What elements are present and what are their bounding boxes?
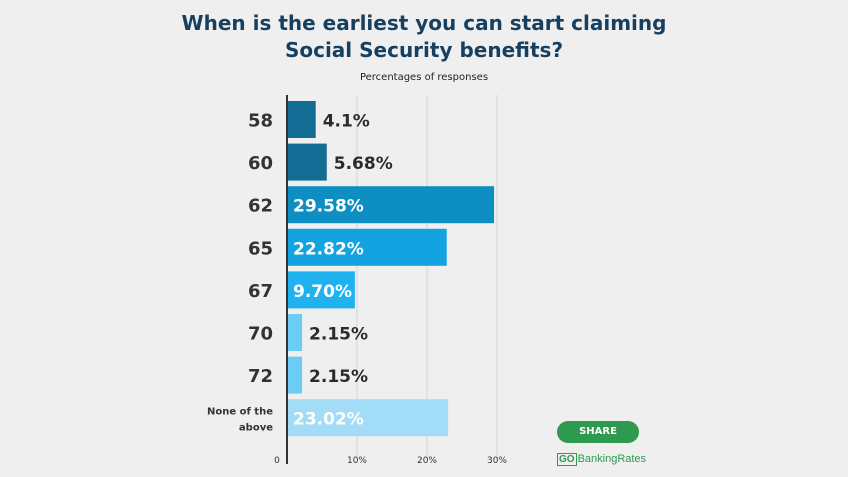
value-label-2: 29.58% (293, 197, 364, 217)
bar-3 (287, 228, 447, 266)
bar-6 (287, 356, 303, 394)
category-label-3: 65 (248, 238, 273, 259)
bar-5 (287, 314, 303, 351)
logo-banking-rates: BankingRates (577, 453, 647, 465)
category-label-7-line-0: None of the (207, 407, 273, 418)
category-label-0: 58 (248, 111, 273, 132)
chart-title: When is the earliest you can start claim… (0, 10, 848, 64)
category-label-1: 60 (248, 153, 273, 174)
x-tick-label-3: 30% (487, 456, 507, 466)
bar-2 (287, 186, 495, 224)
share-button[interactable]: SHARE (557, 421, 639, 443)
value-label-7: 23.02% (293, 410, 364, 430)
category-label-7-line-1: above (239, 423, 273, 434)
value-label-1: 5.68% (334, 154, 393, 174)
x-tick-label-0: 0 (274, 456, 280, 466)
x-tick-label-1: 10% (347, 456, 367, 466)
chart-title-line-2: Social Security benefits? (284, 38, 564, 62)
category-label-6: 72 (248, 366, 273, 387)
category-label-5: 70 (248, 324, 273, 345)
chart-subtitle: Percentages of responses (359, 72, 489, 83)
value-label-4: 9.70% (293, 282, 352, 302)
x-tick-label-2: 20% (417, 456, 437, 466)
category-label-2: 62 (248, 196, 273, 217)
bar-7 (287, 399, 449, 437)
value-label-3: 22.82% (293, 239, 364, 259)
value-label-6: 2.15% (309, 367, 368, 387)
logo-go: GO (557, 452, 577, 466)
bar-1 (287, 143, 327, 181)
value-label-0: 4.1% (323, 112, 370, 132)
bar-0 (287, 101, 316, 138)
value-label-5: 2.15% (309, 325, 368, 345)
gobankingrates-logo: GO BankingRates (557, 452, 646, 466)
bar-4 (287, 271, 355, 309)
category-label-4: 67 (248, 281, 273, 302)
chart-title-line-1: When is the earliest you can start claim… (181, 11, 667, 35)
